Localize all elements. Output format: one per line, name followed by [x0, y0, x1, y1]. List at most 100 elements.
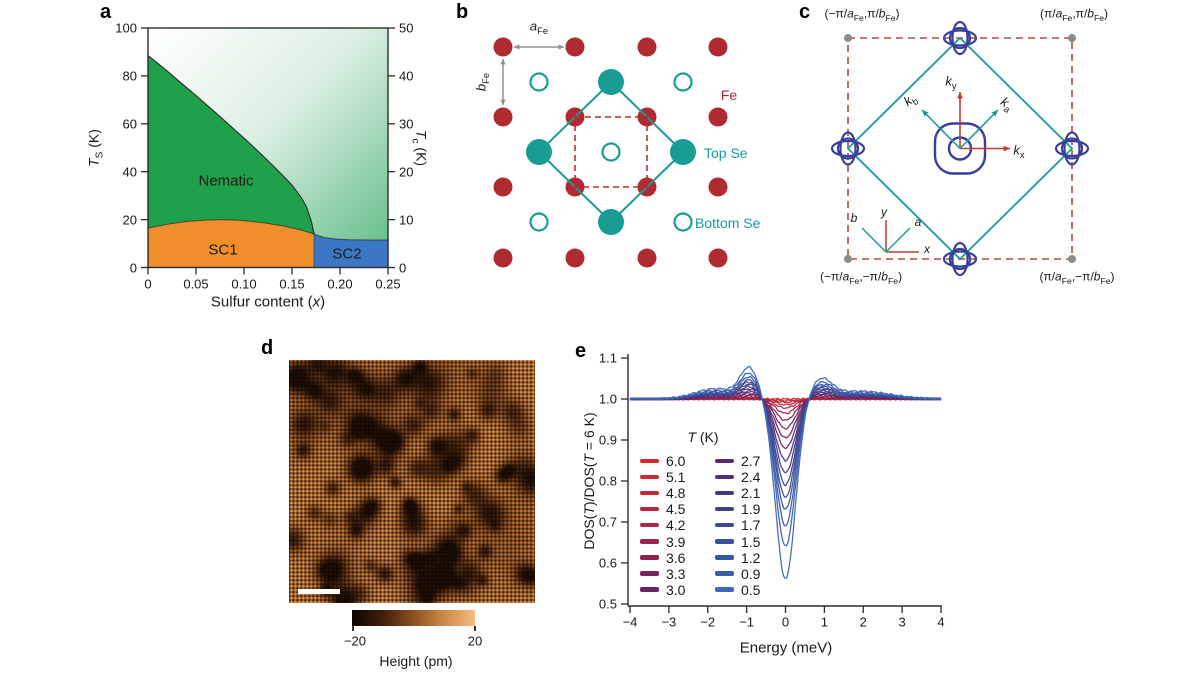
c-kb-arrow	[921, 109, 961, 150]
b-fe-atom	[708, 248, 728, 268]
c-electron-pocket-ellipse-v	[951, 20, 969, 56]
scale-bar	[298, 589, 340, 594]
e-legend-swatch-1.5	[715, 539, 734, 544]
b-fe-atom	[708, 107, 728, 127]
e-legend-swatch-2.7	[715, 458, 734, 463]
stm-topograph-image	[289, 360, 535, 603]
e-xtick-label: −1	[739, 614, 755, 630]
e-xtick-label: 0	[781, 614, 790, 630]
c-y-axis-label: y	[881, 205, 887, 219]
c-bz-corner-dot	[844, 34, 852, 42]
b-fe-atom	[708, 37, 728, 57]
a-ytick-left-label: 0	[129, 260, 137, 275]
e-legend-label-4.2: 4.2	[666, 517, 686, 534]
e-legend-swatch-1.9	[715, 506, 734, 512]
b-bfe-arrow-head	[500, 59, 506, 65]
a-ytick-left-label: 20	[122, 212, 137, 228]
a-xtick-label: 0.15	[279, 276, 305, 291]
c-electron-pocket-ellipse-h	[830, 139, 866, 158]
a-region-sc2: SC2	[332, 245, 362, 263]
e-dos-curve-3.3	[629, 393, 942, 430]
e-legend-swatch-4.8	[640, 490, 659, 496]
b-legend-top-se: Top Se	[704, 145, 748, 161]
e-ytick-label: 0.7	[598, 514, 617, 530]
d-colorbar-max: 20	[467, 633, 483, 649]
e-legend-swatch-2.1	[715, 490, 734, 496]
height-colorbar	[352, 610, 475, 626]
a-xtick-label: 0	[144, 276, 152, 291]
panel-label-c: c	[799, 1, 811, 23]
e-xtick-label: 1	[820, 614, 828, 630]
c-b-axis-label: b	[850, 211, 858, 225]
c-corner-bottom-left: (−π/aFe,−π/bFe)	[819, 269, 903, 286]
c-electron-pocket-ellipse-h	[1054, 139, 1090, 158]
e-curves-group	[629, 365, 942, 580]
e-ytick-label: 0.6	[598, 555, 617, 571]
panel-label-a: a	[100, 1, 112, 23]
panel-label-d: d	[261, 337, 274, 359]
e-ytick-label: 1.0	[598, 391, 617, 407]
a-xtick-label: 0.05	[183, 276, 209, 291]
e-legend-swatch-5.1	[640, 474, 659, 480]
e-xtick-label: −3	[661, 614, 677, 630]
b-bfe-label: bFe	[473, 72, 492, 92]
a-ytick-right-label: 0	[399, 260, 407, 275]
e-legend-swatch-1.7	[715, 522, 734, 528]
c-electron-pocket-circle	[1060, 137, 1084, 160]
a-ytick-left-label: 40	[122, 164, 137, 180]
c-corner-top-right: (π/aFe,π/bFe)	[1039, 6, 1109, 23]
c-bz-corner-dot	[844, 255, 852, 263]
e-legend-label-4.8: 4.8	[666, 485, 686, 502]
e-legend-label-0.9: 0.9	[741, 565, 761, 582]
e-xtick-label: 3	[898, 614, 906, 630]
e-legend-label-4.5: 4.5	[666, 501, 686, 518]
a-ytick-right-label: 50	[399, 20, 414, 36]
e-ylabel: DOS(T)/DOS(T = 6 K)	[581, 412, 597, 550]
c-corner-top-left: (−π/aFe,π/bFe)	[824, 6, 900, 23]
b-fe-atom	[565, 37, 585, 57]
e-dos-curve-0.5	[629, 365, 942, 580]
b-fe-atom	[637, 248, 657, 268]
e-xtick-label: 4	[937, 614, 945, 630]
d-colorbar-tick	[474, 626, 476, 631]
panel-label-e: e	[575, 340, 587, 362]
b-fe-atom	[708, 177, 728, 197]
c-ka-arrow	[959, 109, 999, 150]
c-bz-corner-dot	[1068, 34, 1076, 42]
b-bfe-arrow-head	[500, 99, 506, 105]
a-ytick-left-label: 100	[115, 20, 137, 36]
e-legend-label-2.4: 2.4	[741, 469, 761, 486]
b-afe-label: aFe	[529, 18, 549, 37]
b-unit-cell-dashed	[574, 116, 648, 188]
c-corner-bottom-right: (π/aFe,−π/bFe)	[1039, 269, 1115, 286]
c-electron-pocket-circle	[948, 247, 972, 271]
b-fe-atom	[493, 107, 513, 127]
e-legend-swatch-6.0	[640, 458, 659, 463]
a-ytick-right-label: 10	[399, 212, 414, 228]
e-legend-label-1.5: 1.5	[741, 533, 761, 550]
a-nematic-boundary	[147, 55, 315, 235]
e-legend-swatch-2.4	[715, 474, 734, 480]
e-legend-label-3.3: 3.3	[666, 565, 686, 582]
e-legend-swatch-3.3	[640, 571, 659, 576]
e-xlabel: Energy (meV)	[739, 639, 833, 657]
b-bottom-se-atom	[529, 212, 549, 232]
e-ytick-label: 0.5	[598, 596, 617, 612]
e-legend-label-2.7: 2.7	[741, 453, 761, 469]
e-legend-label-0.5: 0.5	[741, 581, 761, 598]
d-colorbar-tick	[352, 626, 354, 631]
b-bottom-se-atom	[673, 72, 693, 92]
c-mini-b-axis	[861, 227, 887, 253]
c-kx-arrow-head	[1003, 145, 1010, 152]
e-xtick-label: 2	[859, 614, 867, 630]
e-legend-label-3.6: 3.6	[666, 549, 686, 566]
e-legend-swatch-0.5	[715, 587, 734, 592]
a-region-nematic: Nematic	[198, 172, 254, 190]
e-legend-swatch-1.2	[715, 555, 734, 560]
b-bottom-se-atom	[673, 212, 693, 232]
b-legend-fe: Fe	[720, 87, 738, 103]
e-xtick-label: −4	[622, 614, 638, 630]
b-fe-atom	[637, 37, 657, 57]
c-electron-pocket-ellipse-v	[951, 241, 969, 277]
